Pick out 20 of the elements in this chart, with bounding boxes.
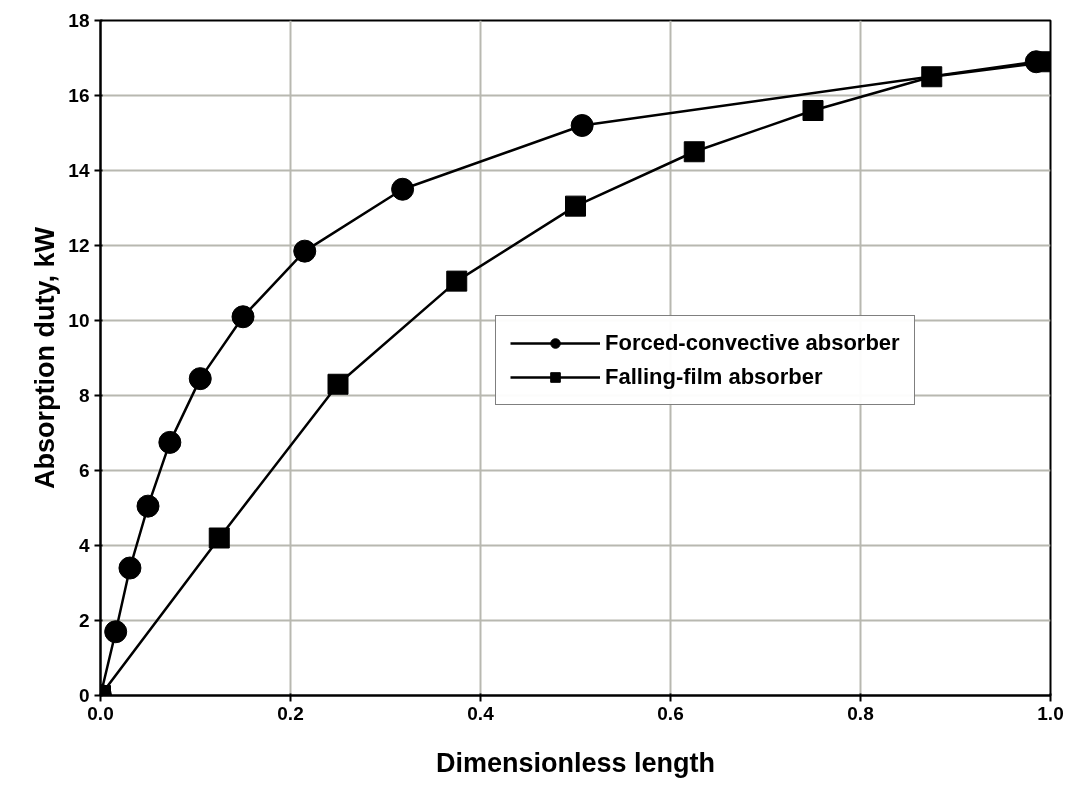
legend-label: Forced-convective absorber bbox=[605, 330, 900, 356]
x-tick-label: 1.0 bbox=[1037, 702, 1064, 724]
x-tick-label: 0.6 bbox=[657, 702, 684, 724]
y-tick-label: 14 bbox=[68, 160, 90, 181]
y-tick-label: 18 bbox=[68, 10, 90, 31]
y-tick-label: 4 bbox=[78, 535, 90, 556]
y-tick-label: 8 bbox=[78, 385, 90, 406]
y-tick-label: 2 bbox=[78, 610, 90, 631]
y-axis-title: Absorption duty, kW bbox=[30, 226, 61, 489]
legend-label: Falling-film absorber bbox=[605, 364, 823, 390]
y-tick-label: 6 bbox=[78, 460, 90, 481]
y-tick-label: 12 bbox=[68, 235, 90, 256]
x-tick-label: 0.0 bbox=[87, 702, 114, 724]
y-tick-label: 0 bbox=[78, 685, 90, 706]
y-tick-label: 10 bbox=[68, 310, 90, 331]
y-tick-label: 16 bbox=[68, 85, 90, 106]
x-tick-label: 0.4 bbox=[467, 702, 495, 724]
x-tick-label: 0.2 bbox=[277, 702, 304, 724]
x-tick-label: 0.8 bbox=[847, 702, 874, 724]
x-axis-title: Dimensionless length bbox=[435, 747, 716, 778]
